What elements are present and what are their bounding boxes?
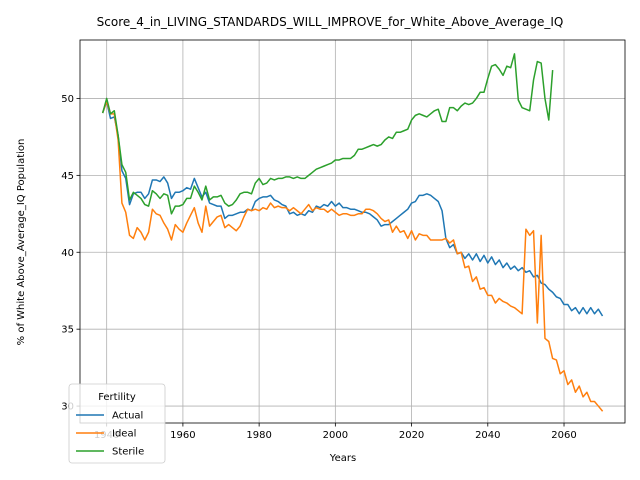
x-tick-label: 1960 bbox=[170, 430, 195, 441]
chart-title: Score_4_in_LIVING_STANDARDS_WILL_IMPROVE… bbox=[97, 15, 564, 29]
legend-entries: Actual Ideal Sterile bbox=[76, 411, 144, 458]
y-tick-label: 40 bbox=[61, 248, 74, 259]
x-tick-label: 2020 bbox=[399, 430, 424, 441]
plot-area-frame bbox=[79, 39, 626, 424]
x-tick-label: 2000 bbox=[323, 430, 348, 441]
series-lines bbox=[101, 53, 604, 412]
y-tick-label: 30 bbox=[61, 402, 74, 413]
y-tick-label: 35 bbox=[61, 325, 74, 336]
grid bbox=[80, 40, 625, 423]
series-line-ideal bbox=[101, 100, 604, 412]
legend-title: Fertility bbox=[98, 392, 136, 403]
legend-label-sterile: Sterile bbox=[112, 447, 144, 458]
x-tick-label: 2040 bbox=[475, 430, 500, 441]
x-axis-label: Years bbox=[329, 453, 356, 464]
legend-label-ideal: Ideal bbox=[112, 429, 136, 440]
x-tick-label: 2060 bbox=[551, 430, 576, 441]
y-tick-label: 45 bbox=[61, 171, 74, 182]
legend: Fertility Actual Ideal Sterile bbox=[68, 383, 166, 464]
series-line-sterile bbox=[101, 53, 554, 215]
series-line-actual bbox=[101, 100, 604, 317]
legend-label-actual: Actual bbox=[112, 411, 143, 422]
x-tick-label: 1980 bbox=[246, 430, 271, 441]
y-tick-label: 50 bbox=[61, 94, 74, 105]
y-axis-label: % of White Above_Average_IQ Population bbox=[16, 139, 27, 346]
legend-box bbox=[68, 383, 166, 464]
